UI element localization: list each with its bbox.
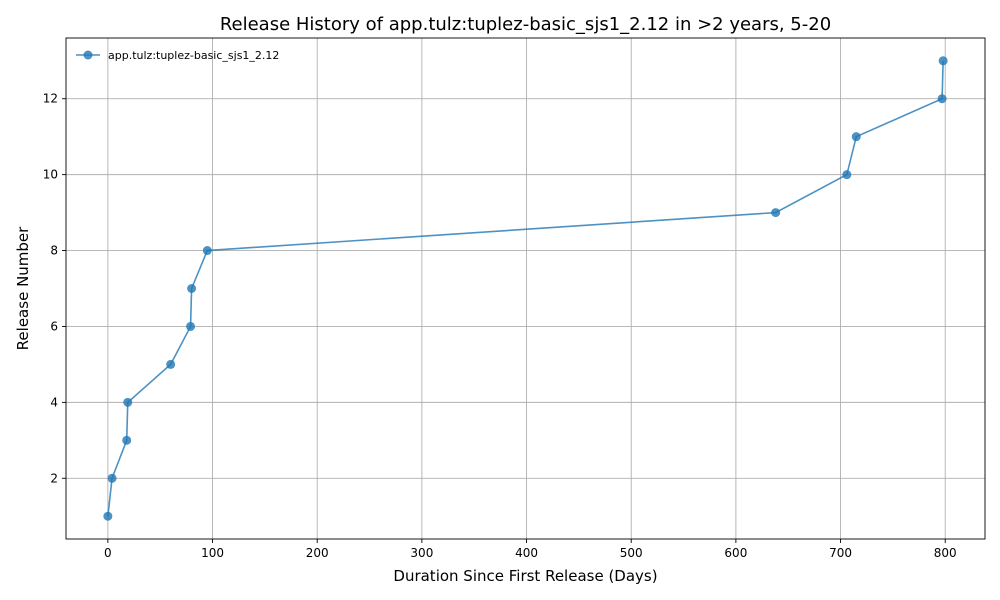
data-point <box>187 284 197 293</box>
chart-title: Release History of app.tulz:tuplez-basic… <box>220 14 831 35</box>
x-tick-label: 500 <box>620 546 643 560</box>
grid-lines <box>66 38 985 539</box>
x-axis-ticks: 0 100 200 300 400 500 600 700 800 <box>104 539 957 560</box>
data-point <box>938 56 948 66</box>
data-point <box>166 359 176 369</box>
series-line <box>107 60 944 517</box>
x-axis-label: Duration Since First Release (Days) <box>393 567 657 585</box>
data-point <box>107 473 117 483</box>
legend: app.tulz:tuplez-basic_sjs1_2.12 <box>76 49 279 62</box>
plot-frame <box>65 37 986 540</box>
legend-label: app.tulz:tuplez-basic_sjs1_2.12 <box>108 49 279 62</box>
legend-marker-swatch <box>83 50 93 60</box>
data-point <box>103 511 113 521</box>
x-tick-label: 300 <box>410 546 433 560</box>
series-layer <box>103 56 948 521</box>
x-tick-label: 700 <box>829 546 852 560</box>
x-tick-label: 100 <box>201 546 224 560</box>
x-tick-label: 600 <box>724 546 747 560</box>
y-axis-label: Release Number <box>14 226 32 350</box>
y-tick-label: 6 <box>50 319 58 333</box>
data-point <box>851 132 861 142</box>
y-axis-ticks: 2 4 6 8 10 12 <box>43 92 66 485</box>
data-point <box>202 246 212 256</box>
x-tick-label: 0 <box>104 546 112 560</box>
data-point <box>123 397 133 407</box>
x-tick-label: 200 <box>306 546 329 560</box>
y-tick-label: 2 <box>50 471 58 485</box>
y-tick-label: 8 <box>50 244 58 258</box>
y-tick-label: 4 <box>50 395 58 409</box>
data-point <box>937 94 947 104</box>
data-point <box>122 435 132 445</box>
data-point <box>186 321 196 331</box>
data-point <box>771 208 781 218</box>
y-tick-label: 10 <box>43 168 58 182</box>
data-point <box>842 170 852 180</box>
x-tick-label: 400 <box>515 546 538 560</box>
y-tick-label: 12 <box>43 92 58 106</box>
x-tick-label: 800 <box>934 546 957 560</box>
